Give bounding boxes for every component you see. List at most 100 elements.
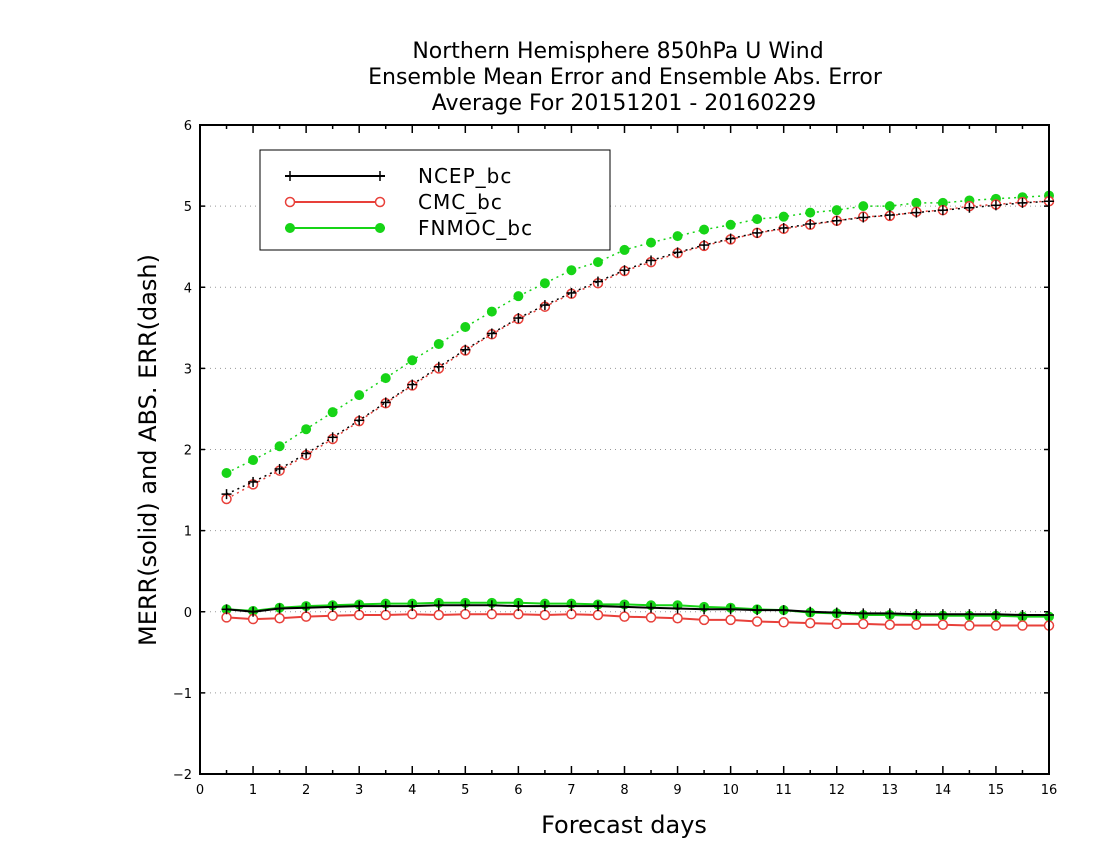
legend-marker-start — [285, 223, 295, 233]
data-point-CMC_bc-merr — [672, 612, 683, 624]
data-point-FNMOC_bc-abs_err — [274, 441, 285, 452]
data-point-FNMOC_bc-abs_err — [486, 306, 497, 317]
data-point-CMC_bc-merr — [539, 609, 551, 621]
data-point-NCEP_bc-abs_err — [831, 215, 842, 226]
x-tick-label: 11 — [775, 783, 792, 798]
data-point-NCEP_bc-abs_err — [248, 476, 259, 487]
data-point-FNMOC_bc-abs_err — [380, 373, 391, 384]
x-tick-label: 10 — [722, 783, 739, 798]
data-point-NCEP_bc-abs_err — [566, 287, 577, 298]
x-tick-label: 8 — [620, 783, 628, 798]
y-tick-label: 1 — [184, 525, 192, 540]
data-point-NCEP_bc-abs_err — [937, 205, 948, 216]
data-point-FNMOC_bc-abs_err — [566, 265, 577, 276]
data-point-CMC_bc-merr — [274, 612, 285, 624]
series-CMC_bc — [221, 196, 1055, 631]
data-point-NCEP_bc-merr — [460, 600, 471, 611]
data-point-FNMOC_bc-abs_err — [327, 407, 338, 418]
data-point-CMC_bc-merr — [725, 614, 736, 626]
series-NCEP_bc — [221, 196, 1054, 620]
data-point-CMC_bc-merr — [433, 609, 445, 621]
data-point-NCEP_bc-merr — [937, 609, 948, 620]
data-point-NCEP_bc-merr — [619, 601, 630, 612]
data-point-NCEP_bc-merr — [884, 608, 895, 619]
data-point-NCEP_bc-abs_err — [539, 300, 550, 311]
y-tick-label: 4 — [184, 281, 192, 296]
data-point-NCEP_bc-merr — [327, 601, 338, 612]
legend-box — [259, 149, 611, 251]
data-point-NCEP_bc-abs_err — [699, 240, 710, 251]
data-point-NCEP_bc-merr — [646, 602, 657, 613]
x-tick-label: 9 — [673, 783, 681, 798]
chart-title-line-2: Ensemble Mean Error and Ensemble Abs. Er… — [368, 65, 883, 90]
y-tick-label: −1 — [173, 687, 192, 702]
x-tick-label: 16 — [1041, 783, 1058, 798]
data-point-NCEP_bc-merr — [248, 606, 259, 617]
data-point-CMC_bc-merr — [804, 617, 816, 629]
data-point-FNMOC_bc-abs_err — [407, 355, 418, 366]
data-point-NCEP_bc-merr — [539, 601, 550, 612]
data-point-NCEP_bc-merr — [486, 600, 497, 611]
data-point-NCEP_bc-abs_err — [1017, 197, 1028, 208]
x-tick-label: 0 — [196, 783, 204, 798]
data-point-NCEP_bc-abs_err — [407, 379, 418, 390]
data-point-NCEP_bc-merr — [725, 604, 736, 615]
legend-label: FNMOC_bc — [418, 216, 533, 240]
data-point-NCEP_bc-abs_err — [221, 489, 232, 500]
data-point-NCEP_bc-merr — [354, 601, 365, 612]
data-point-FNMOC_bc-abs_err — [858, 201, 869, 212]
data-point-NCEP_bc-merr — [699, 604, 710, 615]
legend-label: NCEP_bc — [418, 164, 512, 188]
data-point-NCEP_bc-merr — [407, 601, 418, 612]
data-point-NCEP_bc-merr — [433, 600, 444, 611]
data-point-FNMOC_bc-abs_err — [301, 424, 312, 435]
data-point-NCEP_bc-abs_err — [858, 212, 869, 223]
data-point-NCEP_bc-merr — [752, 605, 763, 616]
legend-marker-end — [375, 223, 385, 233]
data-point-NCEP_bc-merr — [778, 605, 789, 616]
x-axis-label: Forecast days — [541, 811, 707, 839]
data-point-NCEP_bc-abs_err — [433, 361, 444, 372]
legend-marker-end — [374, 196, 386, 208]
data-point-CMC_bc-merr — [990, 620, 1002, 631]
data-point-CMC_bc-merr — [698, 614, 710, 626]
data-point-CMC_bc-merr — [778, 617, 789, 628]
y-tick-label: 0 — [184, 606, 192, 621]
data-point-CMC_bc-merr — [353, 609, 365, 621]
data-point-NCEP_bc-merr — [672, 603, 683, 614]
data-point-CMC_bc-merr — [751, 616, 763, 627]
data-point-NCEP_bc-abs_err — [964, 202, 975, 213]
data-point-NCEP_bc-merr — [274, 603, 285, 614]
data-point-NCEP_bc-merr — [221, 604, 232, 615]
data-point-NCEP_bc-merr — [301, 602, 312, 613]
data-point-NCEP_bc-abs_err — [752, 227, 763, 238]
data-point-FNMOC_bc-abs_err — [911, 197, 922, 208]
x-tick-label: 3 — [355, 783, 363, 798]
data-point-NCEP_bc-abs_err — [805, 218, 816, 229]
legend-marker-start — [284, 196, 296, 208]
y-tick-label: 2 — [184, 444, 192, 459]
data-point-CMC_bc-merr — [884, 619, 896, 630]
data-point-NCEP_bc-merr — [911, 609, 922, 620]
chart-title-line-1: Northern Hemisphere 850hPa U Wind — [412, 39, 823, 64]
data-point-NCEP_bc-abs_err — [513, 313, 524, 324]
data-point-NCEP_bc-merr — [1017, 609, 1028, 620]
chart-title-line-3: Average For 20151201 - 20160229 — [432, 91, 817, 116]
y-tick-label: 3 — [184, 362, 192, 377]
data-point-NCEP_bc-merr — [566, 601, 577, 612]
data-point-FNMOC_bc-abs_err — [433, 339, 444, 350]
data-point-NCEP_bc-abs_err — [672, 247, 683, 258]
data-point-FNMOC_bc-abs_err — [725, 219, 736, 230]
data-point-NCEP_bc-abs_err — [592, 276, 603, 287]
data-point-FNMOC_bc-abs_err — [460, 322, 471, 333]
data-point-FNMOC_bc-abs_err — [221, 468, 232, 479]
y-tick-label: −2 — [173, 768, 192, 783]
data-point-NCEP_bc-abs_err — [619, 265, 630, 276]
data-point-FNMOC_bc-abs_err — [539, 278, 550, 289]
data-point-CMC_bc-merr — [937, 619, 949, 630]
data-point-NCEP_bc-abs_err — [460, 344, 471, 355]
y-tick-label: 6 — [184, 119, 192, 134]
